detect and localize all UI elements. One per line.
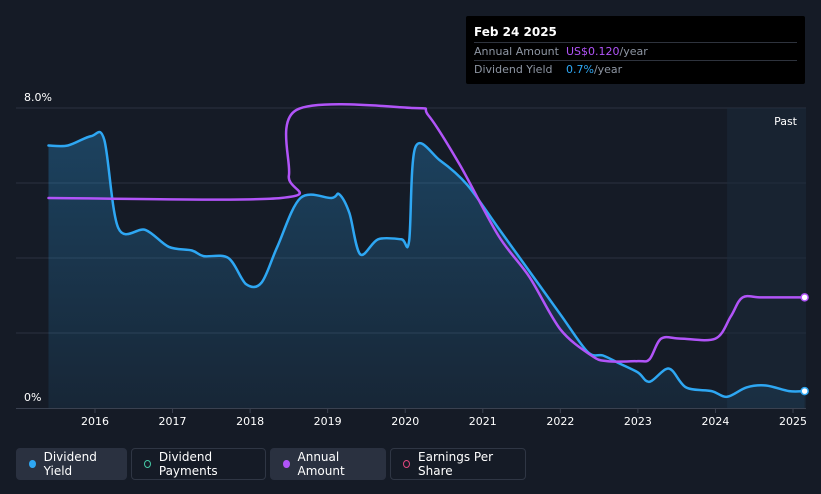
tooltip-unit: /year [593, 63, 623, 76]
legend-dividend-yield[interactable]: Dividend Yield [16, 448, 127, 480]
dividend-yield-area [48, 131, 805, 409]
past-region [727, 108, 806, 408]
tooltip-label: Dividend Yield [474, 63, 553, 76]
axis-layer: 8.0% 0% 2016 2017 2018 2019 2020 2021 2022 2023 20… [24, 91, 807, 428]
x-tick-label: 2016 [81, 415, 109, 428]
tooltip-unit: /year [619, 45, 648, 58]
legend-label: Earnings Per Share [418, 450, 494, 478]
annual-amount-line [47, 103, 806, 363]
chart-tooltip: Feb 24 2025 Annual Amount US$0.120 /year… [466, 16, 805, 84]
y-tick-label: 0% [24, 391, 41, 404]
tooltip-date: Feb 24 2025 [474, 25, 557, 39]
dividend-yield-line [47, 130, 806, 399]
legend-label: Dividend Payments [158, 450, 218, 478]
legend-dot-icon [29, 460, 36, 468]
x-tick-label: 2023 [624, 415, 652, 428]
legend-label: Annual Amount [297, 450, 345, 478]
x-tick-label: 2022 [546, 415, 574, 428]
legend-earnings-per-share[interactable]: Earnings Per Share [390, 448, 526, 480]
tooltip-row-annual-amount: Annual Amount US$0.120 /year [474, 42, 797, 60]
x-tick-label: 2020 [391, 415, 419, 428]
legend-dot-icon [283, 460, 290, 468]
tooltip-row-dividend-yield: Dividend Yield 0.7% /year [474, 60, 797, 78]
x-tick-label: 2018 [236, 415, 264, 428]
x-tick-label: 2024 [701, 415, 729, 428]
tooltip-label: Annual Amount [474, 45, 559, 58]
annual-amount-end-marker[interactable] [800, 293, 809, 302]
y-tick-label: 8.0% [24, 91, 52, 104]
past-label: Past [774, 115, 798, 128]
x-tick-label: 2017 [159, 415, 187, 428]
x-tick-label: 2019 [314, 415, 342, 428]
tooltip-value: 0.7% [566, 63, 594, 76]
x-tick-label: 2021 [469, 415, 497, 428]
legend-ring-icon [144, 460, 151, 468]
legend-label: Dividend Yield [43, 450, 97, 478]
legend-ring-icon [403, 460, 411, 468]
chart-legend: Dividend Yield Dividend Payments Annual … [16, 448, 526, 480]
legend-annual-amount[interactable]: Annual Amount [270, 448, 386, 480]
legend-dividend-payments[interactable]: Dividend Payments [131, 448, 266, 480]
tooltip-value: US$0.120 [566, 45, 620, 58]
x-tick-label: 2025 [779, 415, 807, 428]
series-layer [47, 103, 809, 409]
dividend-yield-end-marker[interactable] [800, 386, 809, 396]
